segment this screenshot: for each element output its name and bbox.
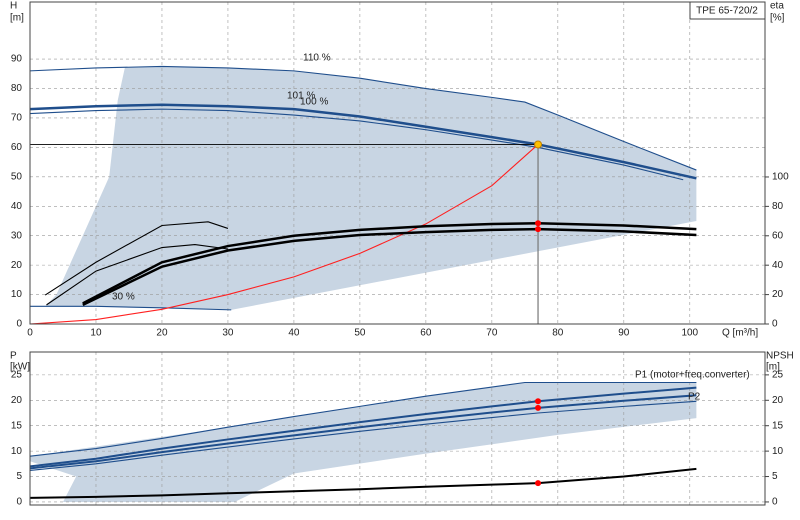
duty-dot — [535, 480, 542, 487]
curve — [30, 381, 697, 457]
x-tick-label: 0 — [27, 328, 33, 339]
y-tick-label: 0 — [16, 319, 22, 330]
curve — [30, 467, 697, 499]
y2-tick-label: 80 — [772, 201, 784, 212]
x-tick-label: 100 — [681, 328, 698, 339]
plot-area — [30, 2, 765, 324]
x-tick-label: 80 — [552, 328, 564, 339]
y-tick-label: 60 — [11, 142, 23, 153]
y2-tick-label: 15 — [772, 420, 784, 431]
y-tick-label: 30 — [11, 230, 23, 241]
plots: 0 10 20 30 40 50 60 70 80 90 100010203040506070809… — [10, 1, 794, 508]
y-tick-label: 40 — [11, 201, 23, 212]
x-tick-label: 20 — [156, 328, 168, 339]
x-tick-label: 30 — [222, 328, 234, 339]
y2-axis-label: [m] — [766, 362, 780, 373]
y2-axis-label: [%] — [770, 13, 785, 24]
curve-label: 110 % — [303, 53, 331, 64]
curve — [30, 400, 697, 471]
curve-label: 100 % — [300, 97, 328, 108]
curve-label: 101 % — [287, 91, 315, 102]
y-tick-label: 70 — [11, 113, 23, 124]
y2-tick-label: 0 — [772, 319, 778, 330]
y-tick-label: 10 — [11, 446, 23, 457]
x-tick-label: 10 — [90, 328, 102, 339]
x-tick-label: 70 — [486, 328, 498, 339]
plot-area — [30, 352, 765, 505]
y-tick-label: 80 — [11, 83, 23, 94]
curve — [46, 244, 229, 306]
x-tick-label: 60 — [420, 328, 432, 339]
curve — [44, 221, 229, 296]
y-tick-label: 25 — [11, 370, 23, 381]
model-label: TPE 65-720/2 — [696, 6, 758, 17]
curve-label: 30 % — [112, 292, 135, 303]
curve — [30, 65, 697, 171]
curve — [30, 103, 697, 180]
y-tick-label: 0 — [16, 497, 22, 508]
y2-axis-label: eta — [770, 1, 784, 12]
y2-tick-label: 40 — [772, 260, 784, 271]
duty-dot — [535, 398, 542, 405]
y-axis-label: [m] — [10, 13, 24, 24]
duty-dot — [535, 226, 542, 233]
y-tick-label: 5 — [16, 471, 22, 482]
x-tick-label: 90 — [618, 328, 630, 339]
y2-tick-label: 100 — [772, 172, 789, 183]
duty-dot — [535, 220, 542, 227]
duty-point — [534, 140, 543, 149]
y2-tick-label: 0 — [772, 497, 778, 508]
x-tick-label: 40 — [288, 328, 300, 339]
y2-tick-label: 5 — [772, 471, 778, 482]
y2-tick-label: 60 — [772, 230, 784, 241]
y-tick-label: 15 — [11, 420, 23, 431]
operating-range — [45, 66, 697, 310]
curve — [30, 386, 697, 468]
y-tick-label: 90 — [11, 54, 23, 65]
model-box — [689, 1, 766, 20]
duty-dot — [535, 404, 542, 411]
x-tick-label: 50 — [354, 328, 366, 339]
curve — [82, 227, 697, 307]
y-axis-label: H — [10, 1, 17, 12]
y2-tick-label: 20 — [772, 395, 784, 406]
curve — [30, 305, 232, 311]
curve-label: P2 — [688, 392, 701, 403]
curve — [30, 144, 539, 324]
curve — [30, 108, 684, 181]
y-axis-label: P — [10, 351, 17, 362]
y2-tick-label: 20 — [772, 289, 784, 300]
operating-range — [30, 382, 697, 502]
y-tick-label: 50 — [11, 171, 23, 182]
curve — [82, 222, 697, 305]
curve — [30, 394, 697, 470]
curve-label: P1 (motor+freq.converter) — [635, 370, 750, 381]
y-tick-label: 10 — [11, 289, 23, 300]
y-tick-label: 20 — [11, 260, 23, 271]
plot-frame — [29, 351, 766, 506]
plot-frame — [29, 1, 766, 325]
y2-tick-label: 25 — [772, 370, 784, 381]
y-tick-label: 20 — [11, 395, 23, 406]
y2-axis-label: NPSH — [766, 351, 794, 362]
x-axis-label: Q [m³/h] — [722, 328, 758, 339]
y2-tick-label: 10 — [772, 446, 784, 457]
y-axis-label: [kW] — [10, 362, 30, 373]
